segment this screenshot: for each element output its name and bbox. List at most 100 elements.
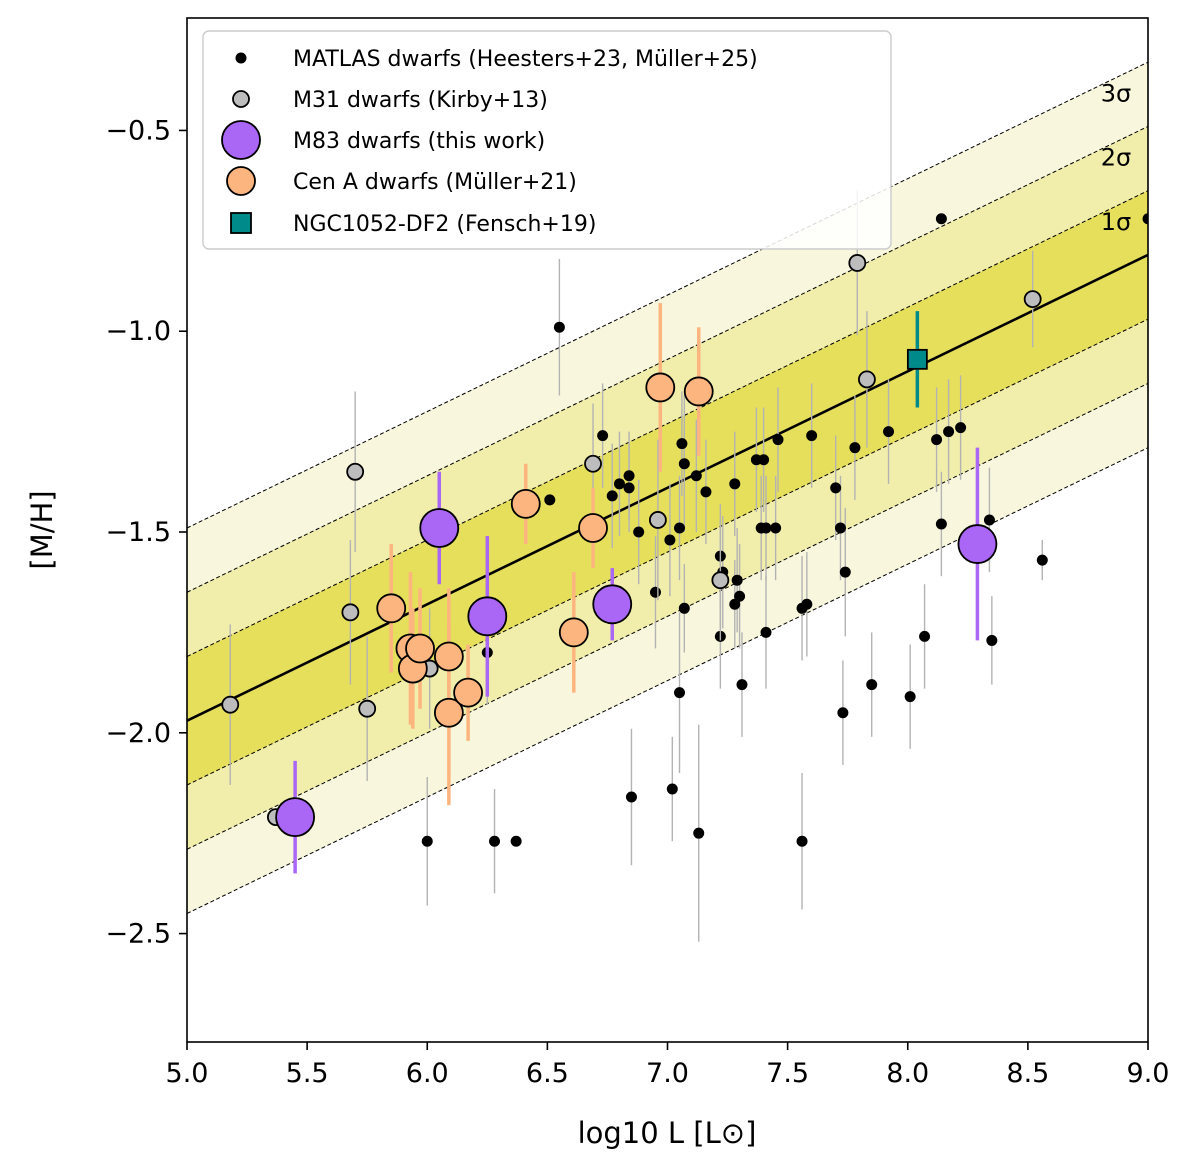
- data-points: [221, 190, 1148, 942]
- x-tick-label: 8.5: [1006, 1058, 1049, 1089]
- x-tick-label: 5.5: [286, 1058, 329, 1089]
- y-axis: −2.5 −2.0 −1.5 −1.0 −0.5: [105, 115, 187, 950]
- legend-marker: [221, 120, 261, 160]
- data-point: [834, 522, 846, 534]
- x-tick-label: 9.0: [1127, 1058, 1170, 1089]
- data-point: [453, 677, 483, 708]
- data-point: [943, 426, 955, 438]
- series-1: [221, 190, 1042, 827]
- legend-marker: [235, 52, 247, 64]
- x-tick-label: 5.0: [166, 1058, 209, 1089]
- data-point: [221, 695, 240, 714]
- sigma-boundary-2-lower: [187, 382, 1148, 850]
- data-point: [433, 697, 464, 728]
- data-point: [772, 434, 784, 446]
- data-point: [421, 835, 433, 847]
- data-point: [405, 633, 435, 664]
- data-point: [1036, 554, 1048, 566]
- data-point: [683, 376, 714, 407]
- data-point: [690, 470, 702, 482]
- sigma-boundary-1-upper: [187, 190, 1148, 657]
- data-point: [858, 370, 876, 389]
- series-4: [906, 311, 928, 408]
- data-point: [510, 835, 522, 847]
- legend-entry: M83 dwarfs (this work): [293, 129, 545, 154]
- data-point: [731, 574, 743, 586]
- data-point: [633, 526, 645, 538]
- sigma-labels: 1σ 2σ 3σ: [1101, 79, 1131, 236]
- data-point: [736, 679, 748, 691]
- data-point: [606, 490, 618, 502]
- data-point: [837, 707, 849, 719]
- data-point: [544, 494, 556, 506]
- data-point: [904, 691, 916, 703]
- data-point: [613, 478, 625, 490]
- data-point: [955, 422, 967, 434]
- y-axis-label: [M/H]: [25, 490, 59, 569]
- data-point: [729, 598, 741, 610]
- x-tick-label: 8.0: [886, 1058, 929, 1089]
- sigma-band-lines: [187, 61, 1148, 914]
- data-point: [674, 522, 686, 534]
- legend-entry: NGC1052-DF2 (Fensch+19): [293, 212, 596, 237]
- x-tick-label: 7.0: [646, 1058, 689, 1089]
- data-point: [678, 458, 690, 470]
- data-point: [592, 584, 633, 625]
- y-tick-label: −2.0: [105, 718, 171, 749]
- data-point: [419, 508, 460, 548]
- legend-entry: MATLAS dwarfs (Heesters+23, Müller+25): [293, 47, 758, 72]
- legend-entry: M31 dwarfs (Kirby+13): [293, 88, 548, 113]
- data-point: [957, 524, 998, 564]
- data-point: [578, 513, 608, 543]
- data-point: [645, 372, 676, 403]
- data-point: [770, 522, 782, 534]
- data-point: [796, 835, 808, 847]
- x-tick-label: 6.5: [526, 1058, 569, 1089]
- y-tick-label: −0.5: [105, 115, 171, 146]
- data-point: [734, 590, 746, 602]
- data-point: [1023, 290, 1042, 308]
- series-0: [421, 213, 1148, 942]
- data-point: [839, 566, 851, 578]
- data-point: [935, 213, 947, 225]
- fit-line-layer: [187, 253, 1148, 722]
- data-point: [358, 699, 377, 718]
- data-point: [906, 348, 928, 370]
- y-tick-label: −2.5: [105, 919, 171, 950]
- sigma-label-2: 2σ: [1101, 144, 1131, 172]
- data-point: [649, 586, 661, 598]
- sigma-boundary-3-upper: [187, 61, 1148, 529]
- data-point: [849, 442, 861, 454]
- data-point: [623, 482, 635, 494]
- data-point: [935, 518, 947, 530]
- data-point: [830, 482, 842, 494]
- data-point: [558, 617, 589, 648]
- data-point: [678, 602, 690, 614]
- data-point: [584, 454, 602, 473]
- legend-marker: [226, 166, 256, 196]
- data-point: [711, 571, 730, 590]
- legend-box: [202, 30, 892, 250]
- data-point: [758, 454, 770, 466]
- legend-marker: [232, 90, 250, 108]
- data-point: [848, 254, 867, 272]
- y-tick-label: −1.0: [105, 316, 171, 347]
- data-point: [986, 634, 998, 646]
- data-point: [275, 797, 316, 838]
- x-tick-label: 6.0: [406, 1058, 449, 1089]
- data-point: [674, 687, 686, 699]
- fit-line: [187, 253, 1148, 722]
- data-point: [801, 598, 813, 610]
- series-2: [275, 447, 998, 874]
- data-point: [341, 603, 360, 622]
- data-point: [806, 430, 818, 442]
- sigma-boundary-3-lower: [187, 447, 1148, 914]
- sigma-label-3: 3σ: [1101, 79, 1131, 107]
- data-point: [553, 321, 565, 333]
- data-point: [729, 478, 741, 490]
- sigma-boundary-1-lower: [187, 318, 1148, 786]
- data-point: [597, 430, 609, 442]
- data-point: [1142, 213, 1148, 225]
- data-point: [489, 835, 501, 847]
